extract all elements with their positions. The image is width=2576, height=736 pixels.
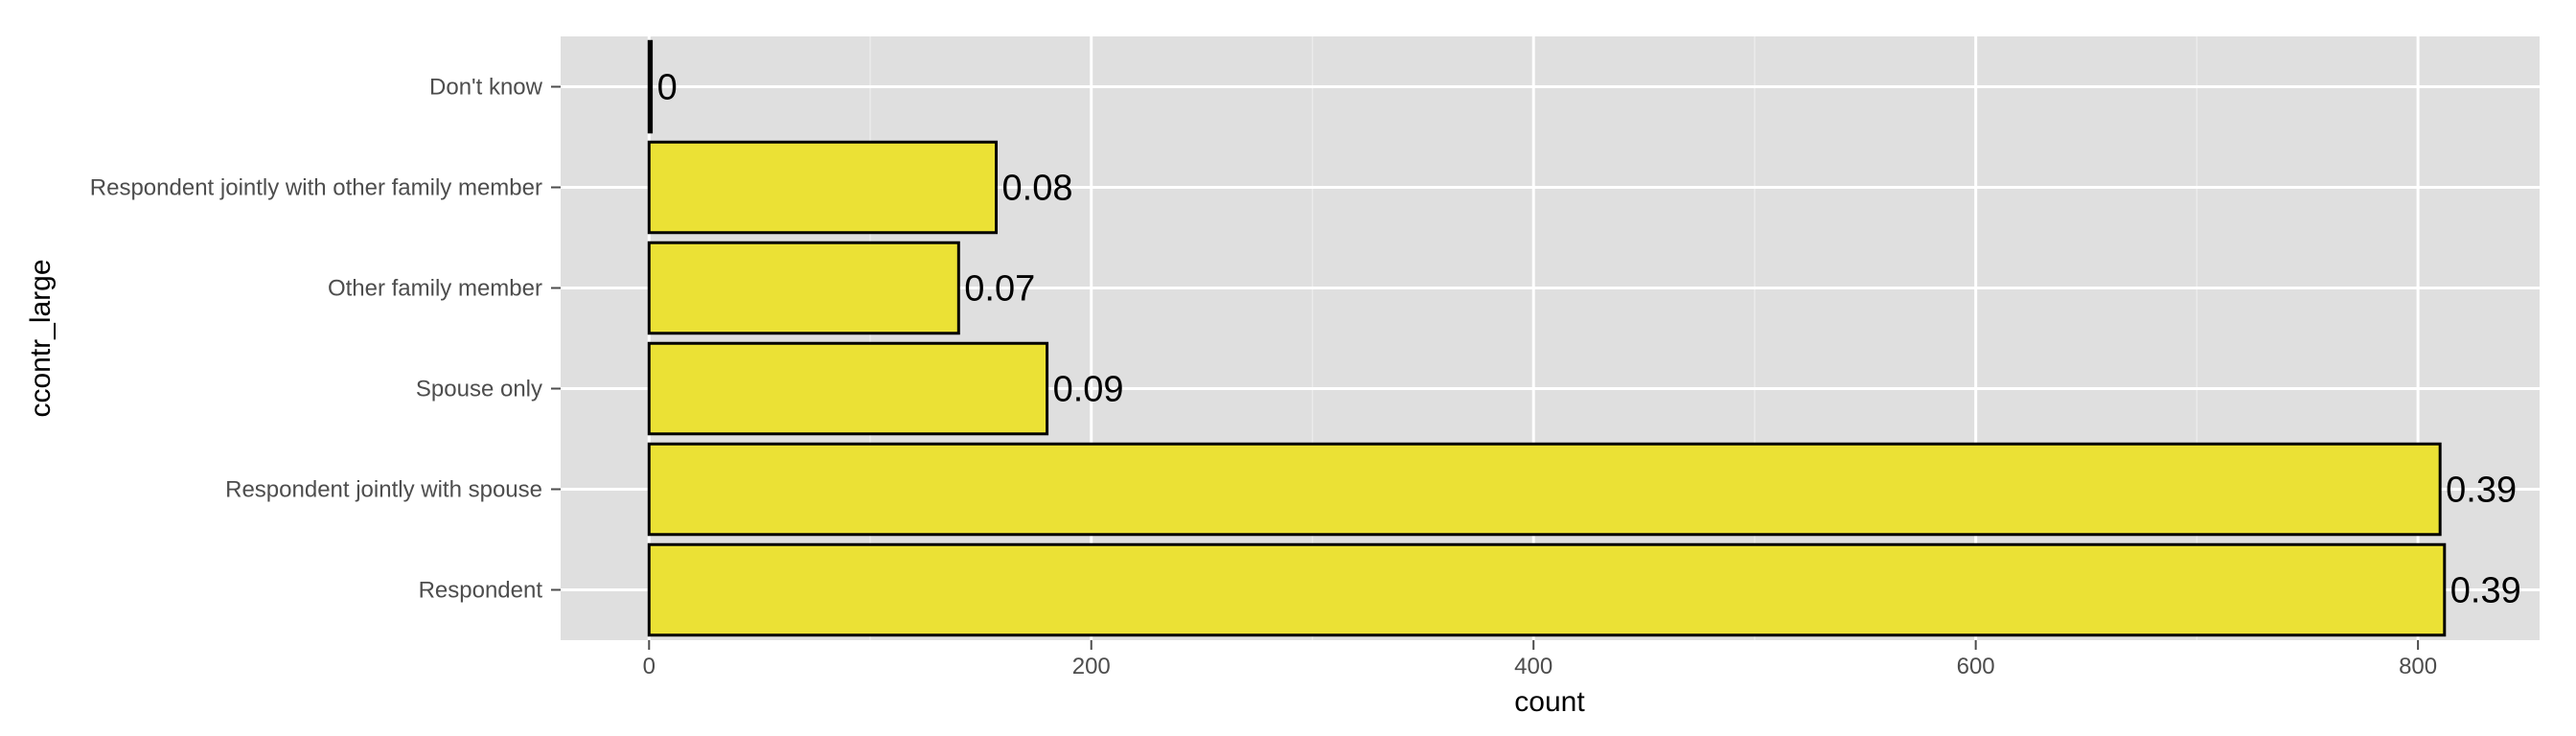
y-tick-label: Respondent — [419, 578, 543, 604]
plot-panel — [561, 36, 2540, 640]
bar-value-label: 0.08 — [1002, 169, 1073, 209]
bar-value-label: 0.07 — [964, 269, 1035, 310]
data-labels: 0.39 0.39 0.09 0.07 0.08 0 — [657, 68, 2521, 611]
bar — [647, 140, 999, 235]
x-axis: 0 200 400 600 800 — [643, 640, 2437, 679]
x-tick-label: 600 — [1957, 654, 1995, 679]
bar — [647, 442, 2442, 537]
x-tick-label: 800 — [2399, 654, 2437, 679]
bar — [647, 241, 960, 335]
bar-value-label: 0.09 — [1053, 370, 1124, 410]
x-tick-label: 0 — [643, 654, 656, 679]
y-tick-label: Respondent jointly with other family mem… — [90, 175, 542, 201]
y-axis-title: ccontr_large — [25, 259, 57, 417]
x-tick-label: 200 — [1072, 654, 1111, 679]
x-axis-title: count — [1514, 686, 1585, 718]
y-tick-label: Respondent jointly with spouse — [225, 477, 542, 503]
x-tick-label: 400 — [1514, 654, 1552, 679]
bar-value-label: 0.39 — [2450, 571, 2521, 611]
bar-value-label: 0.39 — [2446, 471, 2517, 511]
y-tick-label: Don't know — [429, 75, 543, 101]
y-tick-label: Spouse only — [416, 377, 542, 402]
y-tick-label: Other family member — [328, 276, 542, 302]
bar — [647, 542, 2447, 637]
bar — [647, 39, 654, 134]
bars — [647, 39, 2447, 637]
bar-value-label: 0 — [657, 68, 678, 108]
y-axis: Respondent Respondent jointly with spouse… — [90, 75, 561, 604]
bar — [647, 341, 1049, 436]
